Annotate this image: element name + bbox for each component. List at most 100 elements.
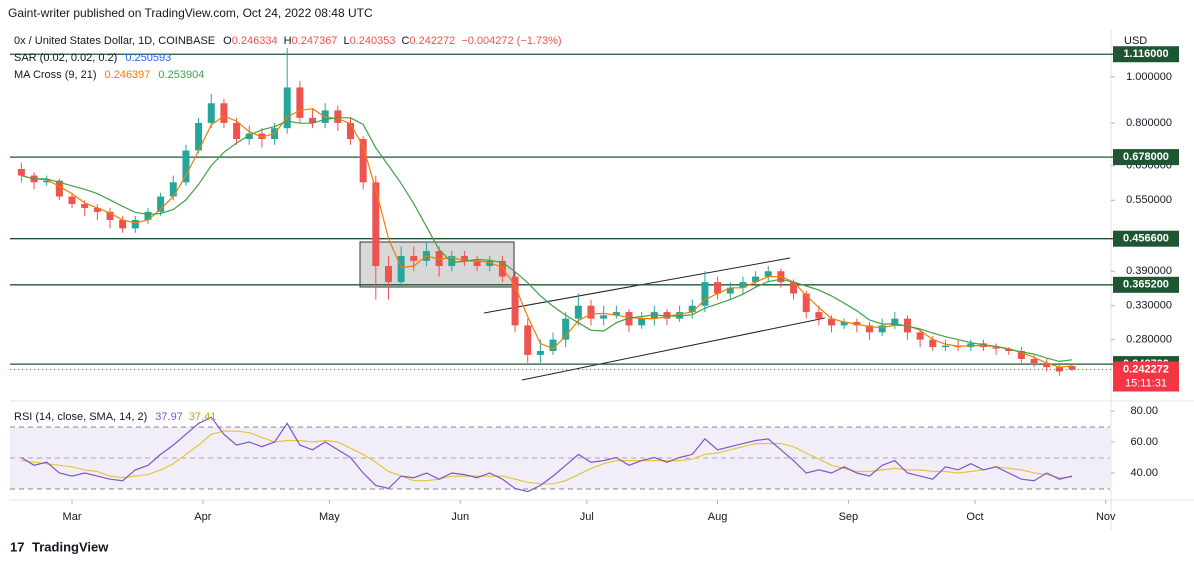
- candle-body: [840, 321, 848, 326]
- rsi-value: 37.97: [155, 411, 183, 423]
- candle-body: [916, 332, 924, 340]
- candle-body: [410, 255, 418, 261]
- symbol: 0x / United States Dollar, 1D, COINBASE: [14, 35, 215, 47]
- candle-body: [878, 325, 886, 333]
- candle-body: [207, 103, 215, 123]
- rsi-line: [21, 430, 1073, 485]
- candle-body: [460, 255, 468, 261]
- candle-body: [233, 122, 241, 140]
- candle-body: [93, 207, 101, 212]
- y-tick-label: 0.330000: [1126, 300, 1172, 312]
- candle-body: [625, 312, 633, 326]
- candle-body: [1030, 358, 1038, 364]
- candle-body: [828, 318, 836, 326]
- candle-body: [676, 312, 684, 319]
- candle-body: [524, 325, 532, 355]
- candle-body: [891, 318, 899, 326]
- candle-body: [435, 251, 443, 267]
- ma-line: [21, 117, 1073, 363]
- candle-body: [726, 287, 734, 294]
- x-tick-label: Jul: [580, 511, 594, 523]
- ma-line: [21, 108, 1073, 368]
- legend-sar: SAR (0.02, 0.02, 0.2) 0.250593: [14, 52, 171, 64]
- publish-header: Gaint-writer published on TradingView.co…: [8, 6, 373, 20]
- candle-body: [562, 318, 570, 340]
- marks: [10, 48, 1113, 493]
- level-label: 1.116000: [1123, 48, 1168, 60]
- x-tick-label: Aug: [708, 511, 728, 523]
- candle-body: [511, 276, 519, 326]
- rsi-tick-label: 40.00: [1130, 467, 1158, 479]
- candle-body: [549, 339, 557, 352]
- rsi-sma-value: 37.41: [189, 411, 217, 423]
- last-price-box: [1113, 361, 1179, 392]
- sar-name: SAR (0.02, 0.02, 0.2): [14, 52, 117, 64]
- change: −0.004272 (−1.73%): [461, 35, 561, 47]
- x-tick-label: Jun: [451, 511, 469, 523]
- candle-body: [612, 312, 620, 316]
- candle-body: [258, 133, 266, 140]
- sar-value: 0.250593: [125, 52, 171, 64]
- y-tick-label: 0.800000: [1126, 117, 1172, 129]
- candle-body: [448, 255, 456, 267]
- rsi-line: [21, 416, 1073, 493]
- candle-body: [663, 312, 671, 319]
- candle-body: [309, 117, 317, 123]
- candle-body: [81, 204, 89, 208]
- candle-body: [752, 276, 760, 283]
- rsi-tick-label: 60.00: [1130, 436, 1158, 448]
- x-tick-label: Sep: [839, 511, 859, 523]
- candle-body: [182, 150, 190, 183]
- footer-logo: TradingView: [32, 539, 109, 554]
- ohlc-label: H: [284, 35, 292, 47]
- candle-body: [815, 312, 823, 319]
- candle-body: [384, 266, 392, 283]
- candle-body: [55, 180, 63, 197]
- y-tick-label: 0.390000: [1126, 265, 1172, 277]
- candle-body: [359, 139, 367, 183]
- level-box: [1113, 276, 1179, 293]
- level-label: 0.365200: [1123, 279, 1169, 291]
- candle-body: [1055, 367, 1063, 372]
- ohlc-value: 0.242272: [409, 35, 455, 47]
- candle-body: [701, 282, 709, 306]
- channel-upper: [483, 257, 791, 314]
- ma-fast-value: 0.246397: [105, 69, 151, 81]
- footer-icon: 17: [10, 539, 24, 554]
- candle-body: [600, 315, 608, 319]
- candle-body: [739, 282, 747, 288]
- candle-body: [157, 196, 165, 212]
- candle-body: [68, 196, 76, 205]
- rsi-name: RSI (14, close, SMA, 14, 2): [14, 411, 147, 423]
- candle-body: [764, 271, 772, 277]
- channel-lower: [521, 317, 826, 381]
- candle-body: [334, 110, 342, 123]
- candle-body: [131, 219, 139, 229]
- candle-body: [688, 305, 696, 313]
- candle-body: [536, 351, 544, 355]
- candle-body: [17, 169, 25, 176]
- x-tick-label: Apr: [194, 511, 211, 523]
- level-box: [1113, 230, 1179, 247]
- candle-body: [929, 339, 937, 348]
- ohlc-value: 0.240353: [350, 35, 396, 47]
- candle-body: [144, 211, 152, 220]
- ohlc-label: O: [223, 35, 232, 47]
- level-box: [1113, 149, 1179, 166]
- candle-body: [1043, 363, 1051, 368]
- ohlc-label: C: [401, 35, 409, 47]
- legend-rsi: RSI (14, close, SMA, 14, 2) 37.97 37.41: [14, 411, 216, 423]
- legend-ma: MA Cross (9, 21) 0.246397 0.253904: [14, 69, 204, 81]
- candle-body: [43, 180, 51, 183]
- candle-body: [397, 255, 405, 283]
- ohlc-value: 0.247367: [292, 35, 338, 47]
- candle-body: [574, 305, 582, 319]
- y-tick-label: 1.000000: [1126, 71, 1172, 83]
- candle-body: [169, 182, 177, 197]
- overlay: 1.0000000.8000000.6500000.5500000.390000…: [63, 46, 1179, 523]
- level-label: 0.456600: [1123, 233, 1169, 245]
- x-tick-label: Mar: [63, 511, 82, 523]
- level-label: 0.678000: [1123, 151, 1169, 163]
